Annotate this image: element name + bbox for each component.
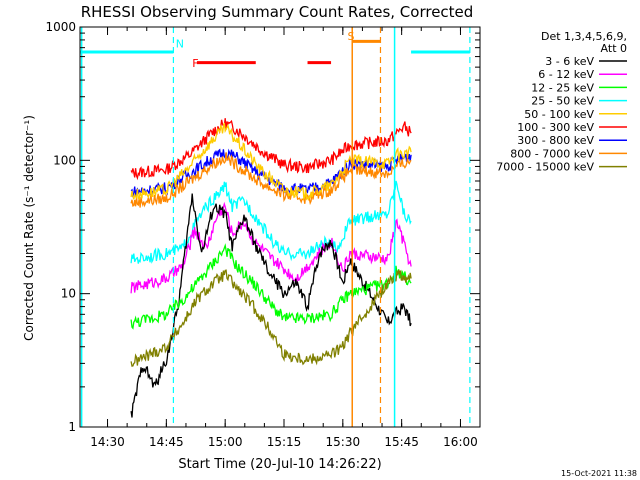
marker-label: F [192,57,198,70]
axis-ticks: 14:30 14:45 15:00 15:15 15:30 15:45 16:00 1 10 10… [45,20,480,449]
legend-label-12-25-kev: 12 - 25 keV [531,81,594,94]
y-tick-label: 100 [53,153,76,167]
legend-label-300-800-kev: 300 - 800 keV [517,134,594,147]
series-line-6-12-kev [130,201,412,294]
x-tick-label: 16:00 [443,435,478,449]
legend-header: Det 1,3,4,5,6,9, [541,30,627,43]
x-tick-label: 15:45 [384,435,419,449]
legend-label-7000-15000-kev: 7000 - 15000 keV [496,161,594,174]
series-line-100-300-kev [130,118,412,181]
legend-label-100-300-kev: 100 - 300 keV [517,121,594,134]
legend-label-800-7000-kev: 800 - 7000 keV [510,147,594,160]
legend-label-25-50-kev: 25 - 50 keV [531,95,594,108]
legend-header: Att 0 [601,42,627,55]
plot-area: NFS 14:30 14:45 15:00 15:15 15:30 15:45 16:001… [45,20,481,449]
x-axis-label: Start Time (20-Jul-10 14:26:22) [178,457,381,472]
x-tick-label: 14:30 [90,435,125,449]
marker-label: S [348,30,355,43]
legend-label-6-12-kev: 6 - 12 keV [538,68,594,81]
y-tick-label: 1000 [45,20,76,34]
x-tick-label: 14:45 [149,435,184,449]
x-tick-label: 15:30 [326,435,361,449]
y-axis-label: Corrected Count Rate (s⁻¹ detector⁻¹) [22,115,36,341]
y-tick-label: 1 [68,420,76,434]
series-layer [130,118,412,418]
series-line-50-100-kev [130,122,412,202]
marker-label: N [176,38,184,51]
x-tick-label: 15:00 [208,435,243,449]
series-line-7000-15000-kev [130,269,412,367]
marker-layer: NF S [80,27,471,427]
legend-label-3-6-kev: 3 - 6 keV [545,55,594,68]
y-tick-label: 10 [61,287,76,301]
series-line-800-7000-kev [130,152,412,208]
legend-label-50-100-kev: 50 - 100 keV [524,108,594,121]
series-line-3-6-kev [130,193,412,418]
plot-frame [79,26,481,428]
chart-title: RHESSI Observing Summary Count Rates, Co… [81,3,474,21]
series-line-25-50-kev [130,180,412,264]
series-line-12-25-kev [130,243,412,330]
x-tick-label: 15:15 [267,435,302,449]
footer-timestamp: 15-Oct-2021 11:38 [561,469,637,478]
